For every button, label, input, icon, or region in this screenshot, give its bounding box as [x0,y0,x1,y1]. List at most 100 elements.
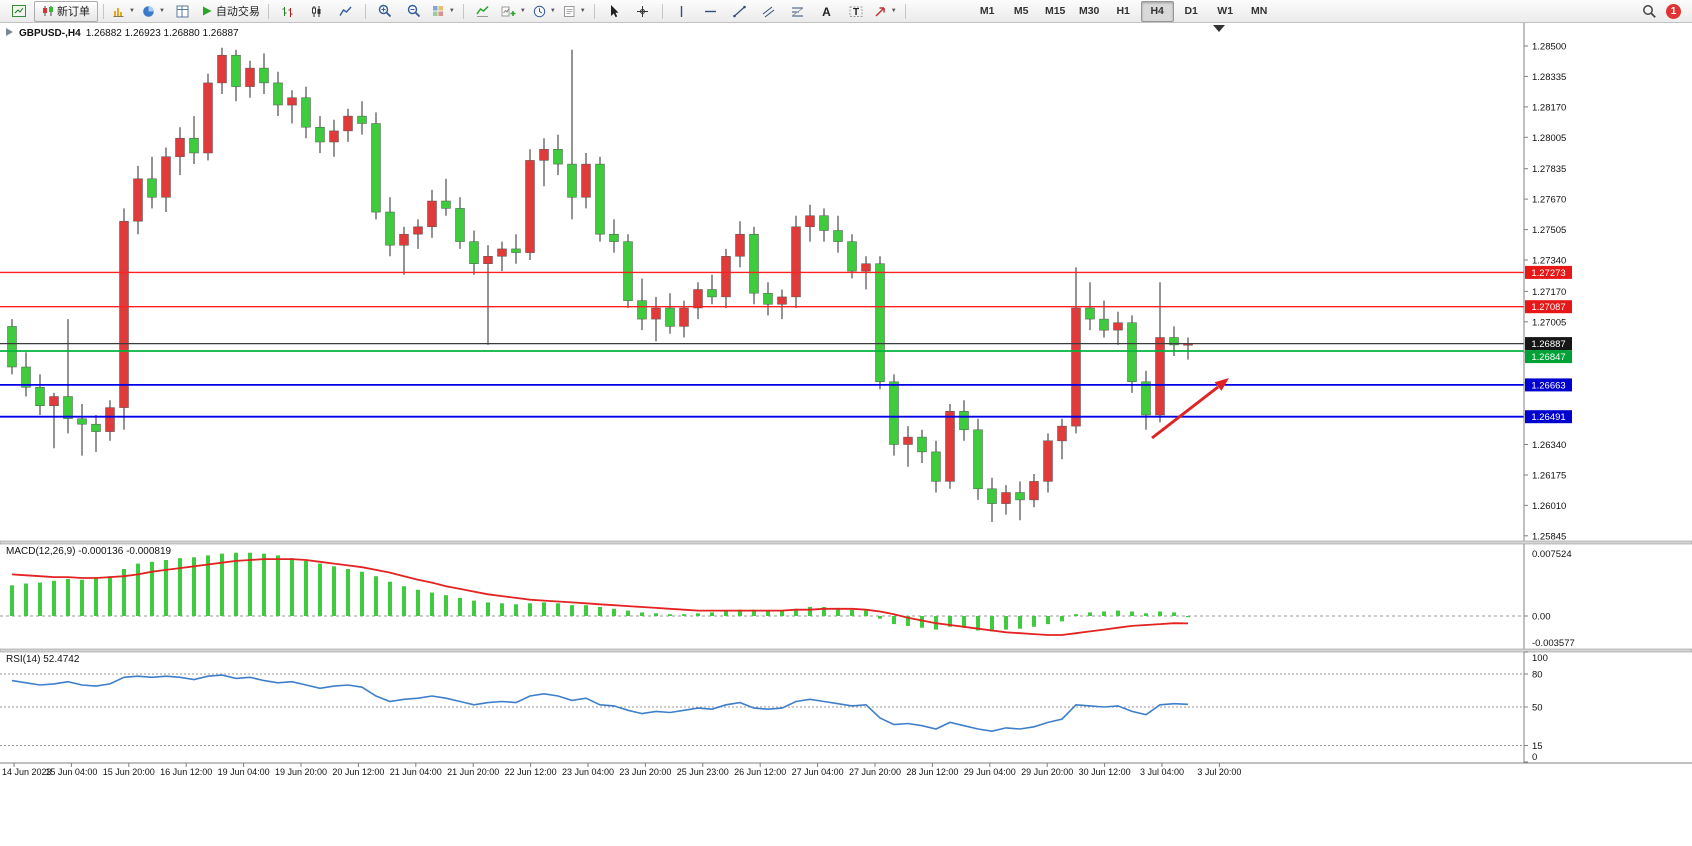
svg-text:23 Jun 20:00: 23 Jun 20:00 [619,767,671,777]
indicator-add-button[interactable]: ▼ [498,1,529,22]
cursor-button[interactable] [600,1,628,22]
svg-text:25 Jun 23:00: 25 Jun 23:00 [677,767,729,777]
timeframe-m5-button[interactable]: M5 [1013,5,1029,17]
tile-windows-icon [432,5,443,16]
timeframe-m30-button[interactable]: M30 [1078,5,1100,17]
price-badge-1.26663: 1.26663 [1525,378,1572,392]
separator [364,3,366,19]
timeframe-mn-button[interactable]: MN [1251,5,1268,17]
timeframe-w1-button[interactable]: W1 [1217,5,1234,17]
separator [267,3,269,19]
indicators-button[interactable] [469,1,497,22]
splitter-macd-rsi[interactable] [0,648,1692,653]
periods-button[interactable]: ▼ [530,1,559,22]
dropdown-caret: ▼ [890,8,897,14]
bar-chart-icon [282,6,293,17]
svg-text:1.27670: 1.27670 [1532,195,1566,206]
chart-title-symbol: GBPUSD-,H4 [19,28,81,39]
separator [904,3,906,19]
svg-text:3 Jul 20:00: 3 Jul 20:00 [1197,767,1241,777]
svg-text:1.27505: 1.27505 [1532,225,1566,236]
svg-text:19 Jun 04:00: 19 Jun 04:00 [218,767,270,777]
tile-windows-button[interactable]: ▼ [429,1,458,22]
dropdown-caret: ▼ [519,8,526,14]
timeframe-h4-button[interactable]: H4 [1140,0,1174,22]
separator [462,3,464,19]
dropdown-caret: ▼ [579,8,586,14]
new-order-label: 新订单 [57,6,90,18]
horizontal-line-icon [705,10,717,12]
chart-plot-area[interactable] [0,23,1692,846]
text-tool-icon: A [822,5,831,18]
arrows-button[interactable]: ▼ [871,1,900,22]
autotrading-label: 自动交易 [215,6,260,18]
svg-text:15 Jun 04:00: 15 Jun 04:00 [45,767,97,777]
svg-text:1.28005: 1.28005 [1532,133,1566,144]
svg-text:50: 50 [1532,703,1543,714]
candlestick-button[interactable] [303,1,331,22]
zoom-in-button[interactable] [371,1,399,22]
horizontal-line-button[interactable] [697,1,725,22]
svg-text:28 Jun 12:00: 28 Jun 12:00 [906,767,958,777]
timeframe-h1-button[interactable]: H1 [1116,5,1130,17]
timeframe-toolbar: M1 M5 M15 M30 H1 H4 D1 W1 MN [971,0,1276,22]
svg-text:1.26663: 1.26663 [1531,380,1565,391]
indicators-icon [476,5,489,17]
chart-shift-marker[interactable] [1213,25,1225,32]
text-label-button[interactable]: T [842,1,870,22]
timeframe-m1-button[interactable]: M1 [979,5,995,17]
svg-text:1.25845: 1.25845 [1532,531,1566,542]
svg-text:29 Jun 04:00: 29 Jun 04:00 [964,767,1016,777]
text-button[interactable]: A [813,1,841,22]
trendline-button[interactable] [726,1,754,22]
svg-text:1.27005: 1.27005 [1532,317,1566,328]
svg-text:22 Jun 12:00: 22 Jun 12:00 [505,767,557,777]
terminal-chart-icon [12,5,26,17]
terminal-icon [5,1,33,22]
profiles-button[interactable]: ▼ [139,1,168,22]
splitter-main-macd[interactable] [0,540,1692,545]
trendline-icon [733,5,747,17]
svg-text:27 Jun 20:00: 27 Jun 20:00 [849,767,901,777]
search-button[interactable] [1635,1,1663,22]
svg-text:1.27340: 1.27340 [1532,256,1566,267]
timeframe-m15-button[interactable]: M15 [1044,5,1066,17]
autotrading-button[interactable]: 自动交易 [198,1,263,22]
templates-button[interactable]: ▼ [560,1,589,22]
vertical-line-icon [681,5,683,17]
timeframe-d1-button[interactable]: D1 [1184,5,1198,17]
svg-text:1.26491: 1.26491 [1531,412,1565,423]
bar-chart-button[interactable] [274,1,302,22]
crosshair-button[interactable] [629,1,657,22]
new-order-button[interactable]: 新订单 [34,0,98,22]
zoom-out-button[interactable] [400,1,428,22]
arrow-annotation[interactable] [1151,378,1229,440]
vertical-line-button[interactable] [668,1,696,22]
price-badge-1.26847: 1.26847 [1525,350,1572,364]
rsi-scale[interactable]: 100 80 50 150 [1524,651,1548,763]
macd-scale[interactable]: 0.007524 0.00 -0.003577 [1524,549,1575,649]
notification-badge[interactable]: 1 [1666,3,1681,19]
line-chart-icon [339,6,352,16]
price-axis[interactable]: 1.28500 1.28335 1.28170 1.28005 1.27835 1.276… [1524,42,1566,543]
one-click-trading-toggle[interactable] [5,27,14,40]
zoom-out-icon [407,4,421,18]
new-chart-button[interactable]: ▼ [109,1,138,22]
svg-text:1.27170: 1.27170 [1532,287,1566,298]
svg-text:26 Jun 12:00: 26 Jun 12:00 [734,767,786,777]
svg-text:0: 0 [1532,752,1537,763]
svg-text:1.27087: 1.27087 [1531,302,1565,313]
zoom-in-icon [378,4,392,18]
rsi-label-text: RSI(14) 52.4742 [6,654,80,665]
market-watch-button[interactable] [169,1,197,22]
new-order-icon [43,6,53,16]
line-chart-button[interactable] [332,1,360,22]
svg-text:15 Jun 20:00: 15 Jun 20:00 [103,767,155,777]
svg-text:16 Jun 12:00: 16 Jun 12:00 [160,767,212,777]
svg-text:1.27273: 1.27273 [1531,268,1565,279]
channel-button[interactable] [755,1,783,22]
price-badge-1.26491: 1.26491 [1525,410,1572,424]
fibonacci-button[interactable] [784,1,812,22]
